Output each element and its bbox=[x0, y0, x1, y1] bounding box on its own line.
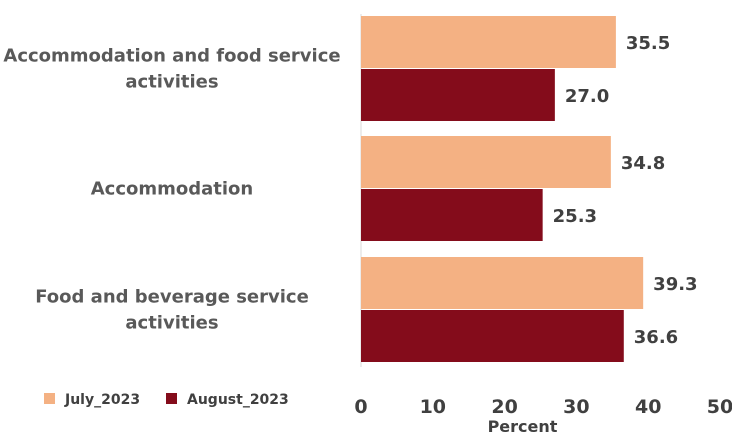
data-label: 36.6 bbox=[634, 327, 678, 348]
x-tick-label: 0 bbox=[354, 396, 367, 418]
category-label: Food and beverage service bbox=[35, 287, 309, 308]
bar-july_2023-0 bbox=[361, 16, 616, 68]
category-label: activities bbox=[125, 313, 218, 334]
category-label: activities bbox=[125, 72, 218, 93]
data-label: 25.3 bbox=[553, 206, 597, 227]
x-tick-label: 30 bbox=[563, 396, 589, 418]
category-label: Accommodation and food service bbox=[3, 46, 340, 67]
x-tick-label: 10 bbox=[420, 396, 446, 418]
x-tick-label: 50 bbox=[707, 396, 732, 418]
legend-swatch bbox=[166, 393, 177, 404]
legend-label: July_2023 bbox=[64, 392, 140, 408]
bar-august_2023-2 bbox=[361, 310, 624, 362]
x-tick-label: 40 bbox=[635, 396, 661, 418]
bar-august_2023-0 bbox=[361, 69, 555, 121]
legend-label: August_2023 bbox=[187, 392, 289, 408]
data-label: 27.0 bbox=[565, 86, 609, 107]
x-axis-title: Percent bbox=[488, 417, 558, 436]
x-tick-label: 20 bbox=[491, 396, 517, 418]
data-label: 35.5 bbox=[626, 33, 670, 54]
data-label: 34.8 bbox=[621, 153, 665, 174]
bar-july_2023-1 bbox=[361, 136, 611, 188]
legend-swatch bbox=[44, 393, 55, 404]
bar-august_2023-1 bbox=[361, 189, 543, 241]
data-label: 39.3 bbox=[653, 274, 697, 295]
category-label: Accommodation bbox=[91, 179, 254, 200]
bar-july_2023-2 bbox=[361, 257, 644, 309]
